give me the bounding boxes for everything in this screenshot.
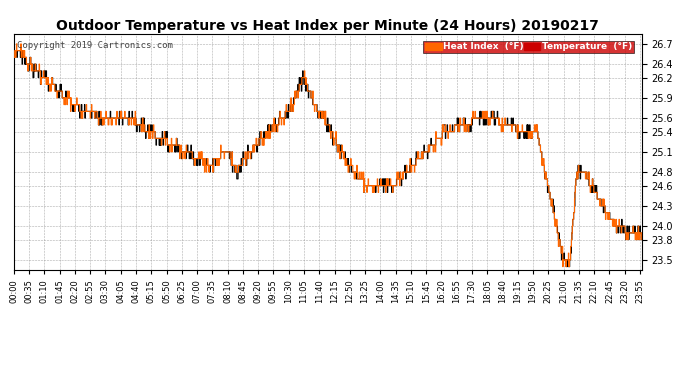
Title: Outdoor Temperature vs Heat Index per Minute (24 Hours) 20190217: Outdoor Temperature vs Heat Index per Mi… [57, 19, 599, 33]
Text: Copyright 2019 Cartronics.com: Copyright 2019 Cartronics.com [17, 41, 172, 50]
Legend: Heat Index  (°F), Temperature  (°F): Heat Index (°F), Temperature (°F) [424, 40, 634, 53]
